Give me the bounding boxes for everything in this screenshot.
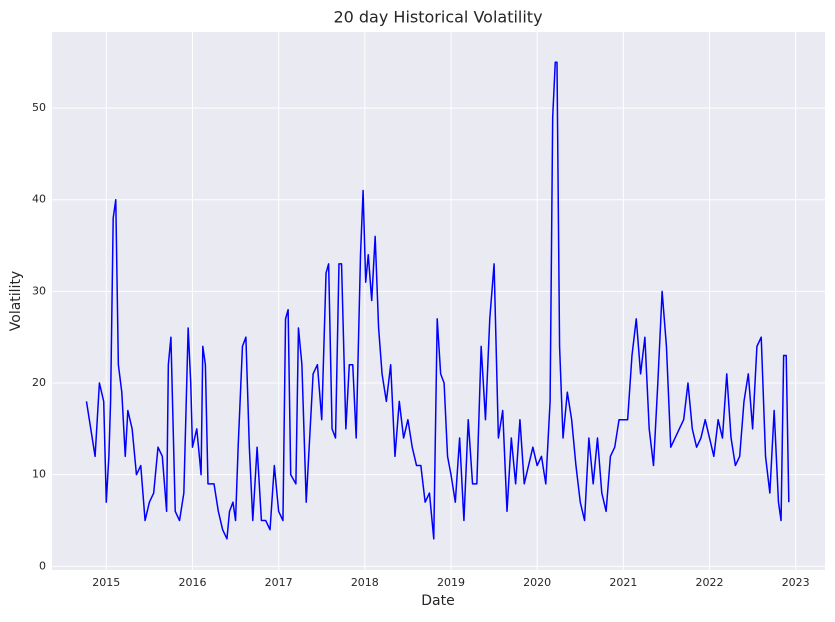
y-axis-label: Volatility	[8, 271, 24, 331]
y-tick-label: 20	[32, 376, 46, 389]
x-tick-label: 2021	[609, 576, 637, 589]
x-tick-label: 2018	[351, 576, 379, 589]
plot-area	[52, 32, 825, 570]
x-axis-label: Date	[421, 593, 454, 609]
chart-title: 20 day Historical Volatility	[333, 8, 542, 27]
x-tick-label: 2017	[265, 576, 293, 589]
y-tick-label: 50	[32, 101, 46, 114]
x-tick-label: 2023	[782, 576, 810, 589]
x-tick-label: 2019	[437, 576, 465, 589]
y-tick-label: 10	[32, 468, 46, 481]
x-tick-label: 2020	[523, 576, 551, 589]
x-tick-label: 2015	[92, 576, 120, 589]
y-tick-label: 0	[39, 559, 46, 572]
line-series	[85, 61, 790, 540]
x-tick-label: 2016	[178, 576, 206, 589]
y-tick-label: 40	[32, 193, 46, 206]
y-tick-label: 30	[32, 284, 46, 297]
x-tick-label: 2022	[696, 576, 724, 589]
